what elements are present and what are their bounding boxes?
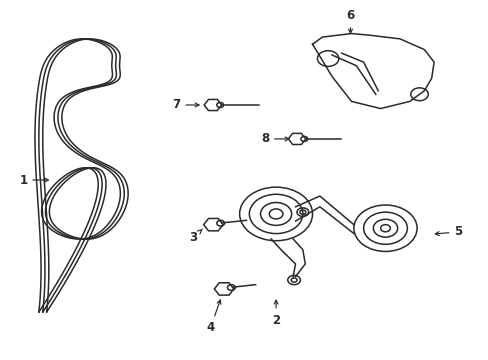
Text: 6: 6: [346, 9, 354, 33]
Text: 5: 5: [434, 225, 462, 238]
Text: 3: 3: [189, 229, 202, 244]
Text: 7: 7: [172, 99, 199, 112]
Text: 2: 2: [271, 300, 280, 327]
Text: 8: 8: [260, 132, 288, 145]
Text: 4: 4: [206, 300, 221, 334]
Text: 1: 1: [19, 174, 48, 186]
